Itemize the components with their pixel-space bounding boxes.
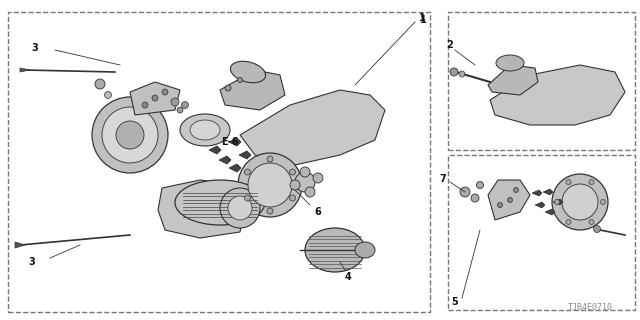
Polygon shape xyxy=(490,65,625,125)
Circle shape xyxy=(162,89,168,95)
Circle shape xyxy=(600,199,605,204)
Ellipse shape xyxy=(355,242,375,258)
Text: 2: 2 xyxy=(447,40,453,50)
Circle shape xyxy=(182,101,189,108)
Circle shape xyxy=(566,220,571,224)
Circle shape xyxy=(171,98,179,106)
Circle shape xyxy=(459,71,465,77)
Circle shape xyxy=(589,180,594,185)
Ellipse shape xyxy=(305,228,365,272)
Circle shape xyxy=(289,195,296,201)
Circle shape xyxy=(104,92,111,99)
Polygon shape xyxy=(15,242,25,248)
Polygon shape xyxy=(543,189,553,195)
Polygon shape xyxy=(220,70,285,110)
Circle shape xyxy=(267,156,273,162)
Circle shape xyxy=(95,79,105,89)
Circle shape xyxy=(295,172,315,192)
Circle shape xyxy=(589,220,594,224)
Polygon shape xyxy=(158,180,245,238)
Polygon shape xyxy=(240,90,385,165)
Ellipse shape xyxy=(175,180,265,225)
Circle shape xyxy=(593,226,600,233)
Polygon shape xyxy=(219,156,231,164)
Circle shape xyxy=(450,68,458,76)
Ellipse shape xyxy=(228,196,252,220)
Circle shape xyxy=(225,85,231,91)
Text: TJB4E0710: TJB4E0710 xyxy=(568,303,612,312)
Polygon shape xyxy=(209,146,221,154)
Ellipse shape xyxy=(116,121,144,149)
Ellipse shape xyxy=(248,163,292,207)
Text: 4: 4 xyxy=(344,272,351,282)
Polygon shape xyxy=(488,65,538,95)
Text: 1: 1 xyxy=(419,13,426,23)
Circle shape xyxy=(554,199,559,204)
Ellipse shape xyxy=(102,107,158,163)
Circle shape xyxy=(244,195,250,201)
Polygon shape xyxy=(229,138,241,146)
Circle shape xyxy=(142,102,148,108)
Text: 5: 5 xyxy=(452,297,458,307)
Circle shape xyxy=(566,180,571,185)
Ellipse shape xyxy=(496,55,524,71)
Polygon shape xyxy=(239,151,251,159)
Circle shape xyxy=(177,107,183,113)
Ellipse shape xyxy=(190,120,220,140)
Circle shape xyxy=(471,194,479,202)
Text: 1: 1 xyxy=(420,15,427,25)
Ellipse shape xyxy=(180,114,230,146)
Circle shape xyxy=(300,167,310,177)
Circle shape xyxy=(152,95,158,101)
Circle shape xyxy=(267,208,273,214)
Circle shape xyxy=(460,187,470,197)
Text: 3: 3 xyxy=(29,257,35,267)
Polygon shape xyxy=(553,199,563,205)
Polygon shape xyxy=(532,190,542,196)
Polygon shape xyxy=(545,209,555,215)
Polygon shape xyxy=(535,202,545,208)
Circle shape xyxy=(508,197,513,203)
Text: E-6: E-6 xyxy=(221,137,239,147)
Ellipse shape xyxy=(552,174,608,230)
Ellipse shape xyxy=(220,188,260,228)
Ellipse shape xyxy=(230,61,266,83)
Ellipse shape xyxy=(562,184,598,220)
Polygon shape xyxy=(229,164,241,172)
Ellipse shape xyxy=(238,153,302,217)
Text: 7: 7 xyxy=(440,174,446,184)
Polygon shape xyxy=(488,180,530,220)
Text: 6: 6 xyxy=(315,207,321,217)
Circle shape xyxy=(305,187,315,197)
Circle shape xyxy=(237,77,243,83)
Circle shape xyxy=(513,188,518,193)
Circle shape xyxy=(313,173,323,183)
Polygon shape xyxy=(20,68,30,72)
Circle shape xyxy=(290,180,300,190)
Polygon shape xyxy=(130,82,180,115)
Circle shape xyxy=(289,169,296,175)
Ellipse shape xyxy=(92,97,168,173)
Circle shape xyxy=(244,169,250,175)
Text: 3: 3 xyxy=(31,43,38,53)
Circle shape xyxy=(497,203,502,207)
Circle shape xyxy=(477,181,483,188)
